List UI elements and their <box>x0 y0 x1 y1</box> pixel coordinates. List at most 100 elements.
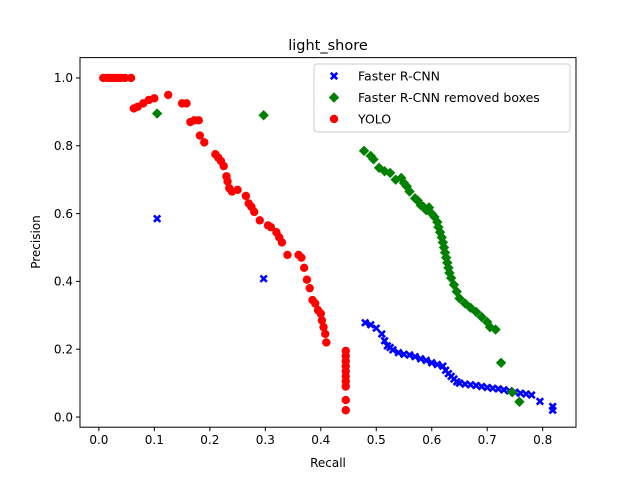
y-tick-label: 0.4 <box>54 275 73 289</box>
data-point <box>506 387 518 398</box>
y-tick-label: 0.2 <box>54 343 73 357</box>
data-point <box>377 329 386 339</box>
legend-marker <box>329 114 339 124</box>
data-point <box>319 322 328 332</box>
data-point <box>305 283 314 293</box>
data-point <box>255 216 264 225</box>
y-tick-label: 0.0 <box>54 410 73 424</box>
data-point <box>358 145 370 157</box>
data-point <box>535 397 545 406</box>
data-point <box>514 396 525 407</box>
data-point <box>476 311 487 323</box>
data-point <box>322 338 331 347</box>
legend-marker <box>328 92 340 103</box>
y-tick-label: 0.6 <box>54 207 73 221</box>
data-point <box>380 336 389 345</box>
data-point <box>499 385 508 395</box>
data-point <box>120 73 130 83</box>
x-tick-label: 0.8 <box>533 433 552 447</box>
data-point <box>548 406 557 415</box>
data-point <box>266 222 276 232</box>
data-point <box>494 384 503 394</box>
data-point <box>405 350 414 360</box>
x-axis-ticks: 0.0 0.1 0.2 0.3 0.4 0.5 0.6 0.7 0.8 <box>89 427 552 447</box>
data-point <box>258 110 269 121</box>
data-point <box>297 253 306 262</box>
data-point <box>200 138 209 147</box>
data-point <box>404 186 415 197</box>
data-point <box>454 293 465 304</box>
data-marks <box>99 73 557 415</box>
x-tick-label: 0.4 <box>311 433 330 447</box>
x-tick-label: 0.7 <box>478 433 497 447</box>
data-point <box>527 390 536 400</box>
data-point <box>495 357 507 368</box>
data-point <box>152 214 162 223</box>
x-tick-label: 0.2 <box>200 433 219 447</box>
data-point <box>521 389 531 399</box>
y-axis-label: Precision <box>29 215 43 269</box>
x-axis-label: Recall <box>310 456 346 470</box>
y-tick-label: 0.8 <box>54 139 73 153</box>
data-point <box>477 382 486 391</box>
data-point <box>472 381 481 390</box>
x-tick-label: 0.5 <box>367 433 386 447</box>
data-point <box>427 358 436 367</box>
data-point <box>299 263 309 273</box>
data-point <box>490 324 501 335</box>
data-point <box>259 274 268 283</box>
data-point <box>412 195 424 206</box>
legend-label: YOLO <box>357 112 391 127</box>
legend-label: Faster R-CNN <box>358 69 440 84</box>
data-point <box>368 154 379 165</box>
series-0 <box>152 214 557 415</box>
data-point <box>341 395 350 405</box>
legend-marker <box>329 71 339 81</box>
data-point <box>150 94 159 103</box>
legend: Faster R-CNN Faster R-CNN removed boxes YO… <box>313 63 571 133</box>
legend-label: Faster R-CNN removed boxes <box>358 90 540 105</box>
data-point <box>195 131 205 140</box>
data-point <box>361 318 370 327</box>
data-point <box>379 165 390 177</box>
data-point <box>422 356 431 365</box>
data-point <box>194 116 203 125</box>
x-tick-label: 0.6 <box>422 433 441 447</box>
data-point <box>317 316 327 325</box>
data-point <box>410 352 420 361</box>
data-point <box>126 73 136 83</box>
chart-title: light_shore <box>288 38 368 54</box>
x-tick-label: 0.0 <box>89 433 108 447</box>
data-point <box>311 299 320 308</box>
x-tick-label: 0.3 <box>256 433 275 447</box>
legend-box <box>313 63 571 133</box>
data-point <box>321 329 330 339</box>
plot-frame <box>79 57 577 428</box>
data-point <box>433 360 442 369</box>
series-1 <box>151 108 525 407</box>
data-point <box>398 177 410 189</box>
y-axis-ticks: 0.0 0.2 0.4 0.6 0.8 1.0 <box>54 71 80 424</box>
y-tick-label: 1.0 <box>54 71 73 85</box>
data-point <box>416 354 425 363</box>
data-point <box>182 99 191 108</box>
x-tick-label: 0.1 <box>145 433 164 447</box>
data-point <box>219 161 228 171</box>
data-point <box>470 306 482 318</box>
data-point <box>394 348 403 357</box>
data-point <box>388 345 398 355</box>
data-point <box>164 90 173 100</box>
data-point <box>316 309 325 318</box>
data-point <box>302 275 312 284</box>
data-point <box>283 250 292 260</box>
data-point <box>151 108 163 119</box>
data-point <box>233 185 242 195</box>
data-point <box>250 207 259 217</box>
data-point <box>223 177 232 186</box>
data-point <box>455 378 464 388</box>
data-point <box>384 167 396 179</box>
data-point <box>341 406 350 415</box>
data-point <box>372 324 381 333</box>
data-point <box>341 382 350 391</box>
